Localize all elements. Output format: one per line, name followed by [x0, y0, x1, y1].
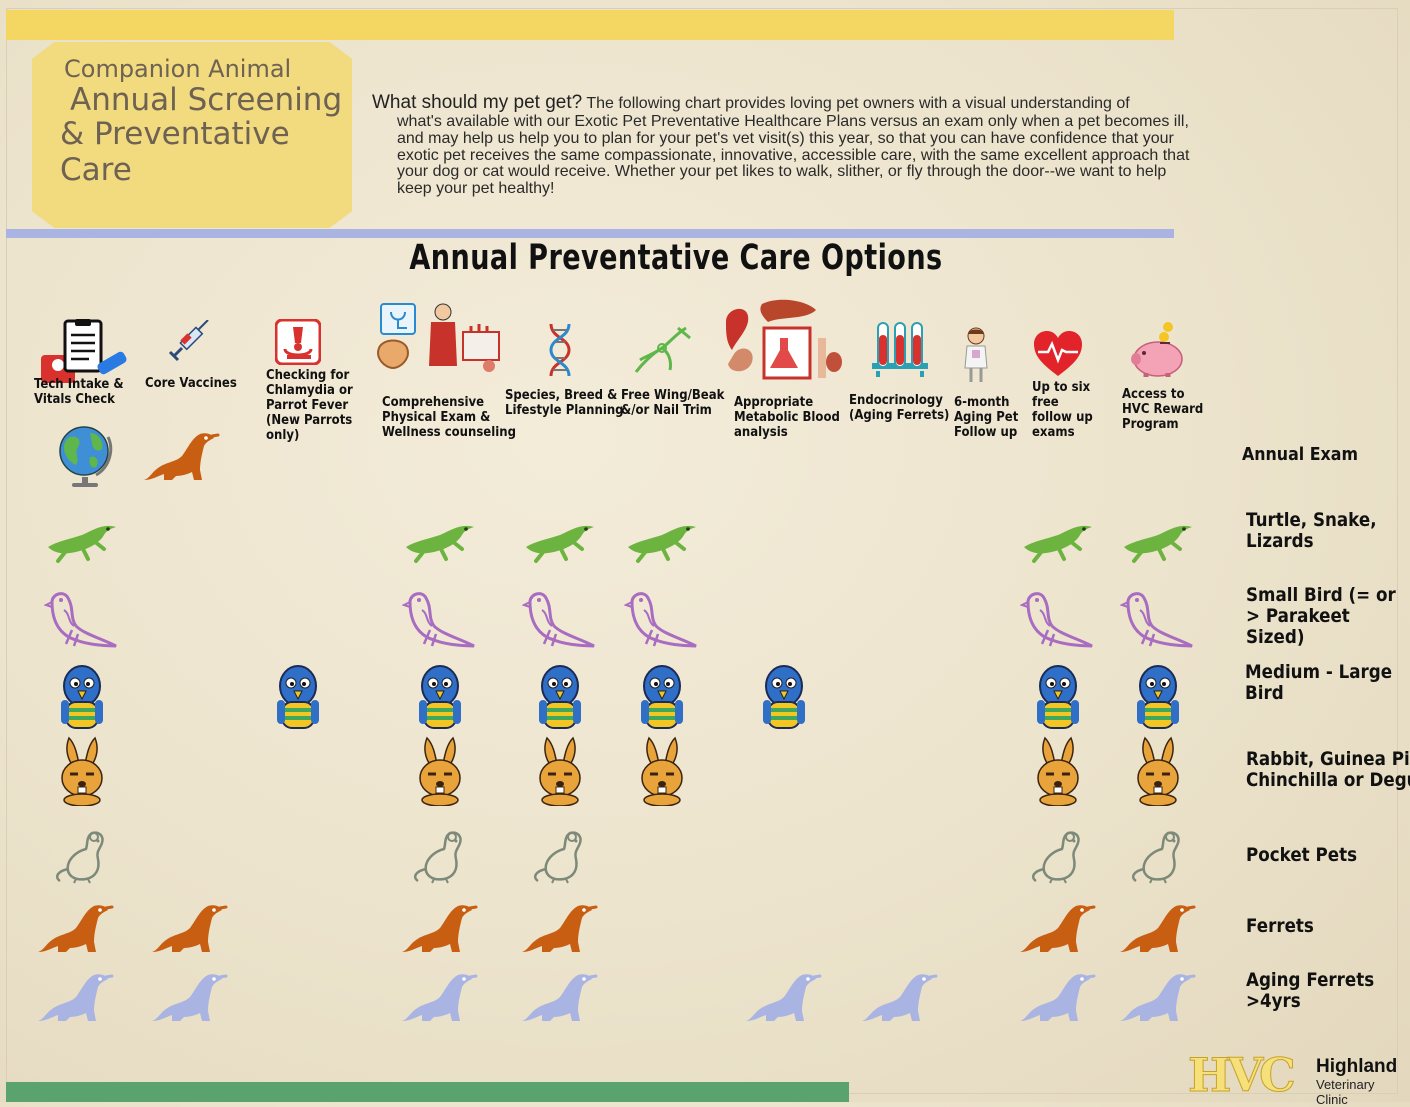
small-bird-icon [1019, 588, 1096, 654]
lizard-icon [1120, 517, 1196, 569]
small-bird-icon [1119, 588, 1196, 654]
parrot-icon [640, 664, 684, 734]
lizard-icon [624, 517, 700, 569]
ferret-icon [150, 900, 230, 960]
physical-exam-icon [377, 302, 503, 382]
lizard-icon [1020, 517, 1096, 569]
row-label-aging-ferret: Aging Ferrets >4yrs [1246, 969, 1375, 1012]
rat-icon [1028, 827, 1088, 889]
rabbit-icon [1131, 734, 1185, 810]
aging-ferret-icon [150, 969, 230, 1029]
clinic-logo: HVC Highland Veterinary Clinic [1188, 1048, 1408, 1107]
bottom-accent-bar [6, 1082, 849, 1102]
row-label-annual-exam: Annual Exam [1242, 444, 1358, 465]
piggy-bank-icon [1130, 321, 1186, 383]
title-line-3: & Preventative Care [60, 116, 290, 188]
lizard-icon [522, 517, 598, 569]
parrot-icon [60, 664, 104, 734]
parrot-icon [538, 664, 582, 734]
aging-ferret-icon [860, 969, 940, 1029]
nurse-icon [961, 326, 991, 390]
column-label-8: Endocrinology (Aging Ferrets) [849, 393, 950, 423]
column-label-10: Up to six free follow up exams [1032, 380, 1093, 440]
rat-icon [530, 827, 590, 889]
rabbit-icon [413, 734, 467, 810]
organs-flask-icon [722, 298, 846, 386]
divider-bar [6, 229, 1174, 238]
title-box: Companion Animal Annual Screening & Prev… [32, 42, 352, 228]
logo-mark: HVC [1188, 1048, 1297, 1103]
intro-lead: What should my pet get? [372, 92, 583, 113]
aging-ferret-icon [1118, 969, 1198, 1029]
column-label-5: Species, Breed & Lifestyle Planning [505, 388, 624, 418]
heart-pulse-icon [1032, 330, 1084, 382]
small-bird-icon [401, 588, 478, 654]
column-label-7: Appropriate Metabolic Blood analysis [734, 395, 840, 440]
logo-name: Highland [1316, 1056, 1398, 1077]
small-bird-icon [623, 588, 700, 654]
ferret-icon [400, 900, 480, 960]
row-label-ferret: Ferrets [1246, 915, 1314, 937]
row-label-parrot: Medium - Large Bird [1245, 661, 1393, 704]
rabbit-icon [1031, 734, 1085, 810]
lizard-icon [44, 517, 120, 569]
parrot-icon [276, 664, 320, 734]
ferret-icon [520, 900, 600, 960]
ferret-icon [36, 900, 116, 960]
column-label-9: 6-month Aging Pet Follow up [954, 395, 1019, 440]
intro-body: what's available with our Exotic Pet Pre… [397, 113, 1190, 198]
clipboard-scale-icon [35, 319, 129, 393]
column-label-3: Checking for Chlamydia or Parrot Fever (… [266, 368, 353, 443]
parrot-icon [1136, 664, 1180, 734]
dna-icon [545, 322, 575, 382]
rabbit-icon [55, 734, 109, 810]
title-line-2: Annual Screening [70, 82, 343, 118]
aging-ferret-icon [520, 969, 600, 1029]
syringe-icon [168, 319, 212, 368]
ferret-icon [1018, 900, 1098, 960]
test-tubes-icon [870, 321, 930, 383]
rabbit-icon [635, 734, 689, 810]
column-label-2: Core Vaccines [145, 376, 237, 391]
small-bird-icon [43, 588, 120, 654]
intro-first-line: The following chart provides loving pet … [582, 95, 1130, 112]
section-title: Annual Preventative Care Options [409, 238, 943, 278]
aging-ferret-icon [744, 969, 824, 1029]
lizard-icon [402, 517, 478, 569]
row-label-rat: Pocket Pets [1246, 844, 1358, 866]
parrot-icon [418, 664, 462, 734]
clippers-icon [632, 324, 692, 380]
row-label-small-bird: Small Bird (= or > Parakeet Sized) [1246, 584, 1396, 648]
intro-text: What should my pet get? The following ch… [372, 92, 1202, 197]
aging-ferret-icon [1018, 969, 1098, 1029]
parrot-icon [1036, 664, 1080, 734]
small-bird-icon [521, 588, 598, 654]
aging-ferret-icon [400, 969, 480, 1029]
logo-subtitle: Veterinary Clinic [1316, 1077, 1375, 1107]
ferret-icon [1118, 900, 1198, 960]
column-label-11: Access to HVC Reward Program [1122, 387, 1204, 432]
column-label-1: Tech Intake & Vitals Check [34, 377, 124, 407]
ferret-icon [142, 428, 222, 488]
rat-icon [52, 827, 112, 889]
row-label-lizard: Turtle, Snake, Lizards [1246, 509, 1377, 552]
column-label-4: Comprehensive Physical Exam & Wellness c… [382, 395, 516, 440]
rat-icon [1128, 827, 1188, 889]
rat-icon [410, 827, 470, 889]
microscope-icon [274, 318, 322, 369]
aging-ferret-icon [36, 969, 116, 1029]
rabbit-icon [533, 734, 587, 810]
parrot-icon [762, 664, 806, 734]
column-label-6: Free Wing/Beak &/or Nail Trim [621, 388, 725, 418]
title-line-1: Companion Animal [64, 55, 292, 83]
row-label-rabbit: Rabbit, Guinea Pig, Chinchilla or Degu [1246, 748, 1410, 791]
top-accent-bar [6, 10, 1174, 40]
globe-icon [56, 423, 116, 493]
